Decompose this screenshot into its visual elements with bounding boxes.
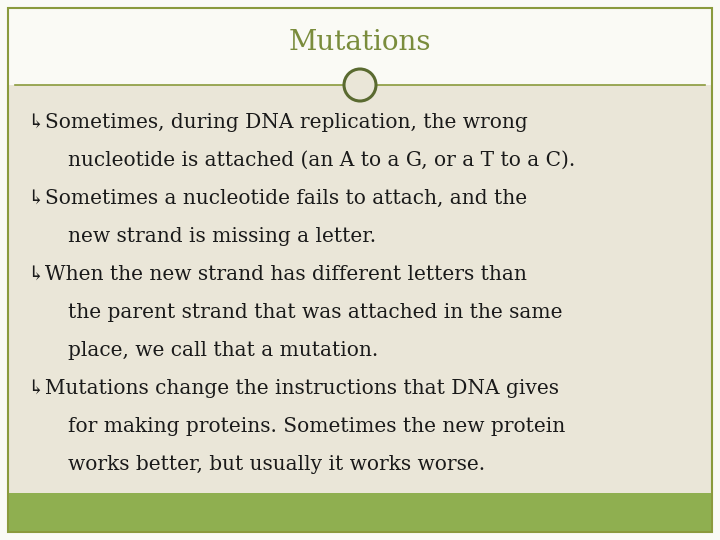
- Text: place, we call that a mutation.: place, we call that a mutation.: [68, 341, 378, 360]
- Circle shape: [344, 69, 376, 101]
- Text: ↳Mutations change the instructions that DNA gives: ↳Mutations change the instructions that …: [28, 379, 559, 398]
- Bar: [9, 85, 711, 531]
- Bar: [9, 493, 711, 531]
- Text: ↳When the new strand has different letters than: ↳When the new strand has different lette…: [28, 265, 527, 284]
- Text: ↳Sometimes a nucleotide fails to attach, and the: ↳Sometimes a nucleotide fails to attach,…: [28, 189, 527, 208]
- Text: new strand is missing a letter.: new strand is missing a letter.: [68, 227, 376, 246]
- Text: the parent strand that was attached in the same: the parent strand that was attached in t…: [68, 303, 562, 322]
- Text: works better, but usually it works worse.: works better, but usually it works worse…: [68, 455, 485, 474]
- Text: nucleotide is attached (an A to a G, or a T to a C).: nucleotide is attached (an A to a G, or …: [68, 151, 575, 170]
- Text: ↳Sometimes, during DNA replication, the wrong: ↳Sometimes, during DNA replication, the …: [28, 113, 528, 132]
- Text: for making proteins. Sometimes the new protein: for making proteins. Sometimes the new p…: [68, 417, 565, 436]
- Text: Mutations: Mutations: [289, 29, 431, 56]
